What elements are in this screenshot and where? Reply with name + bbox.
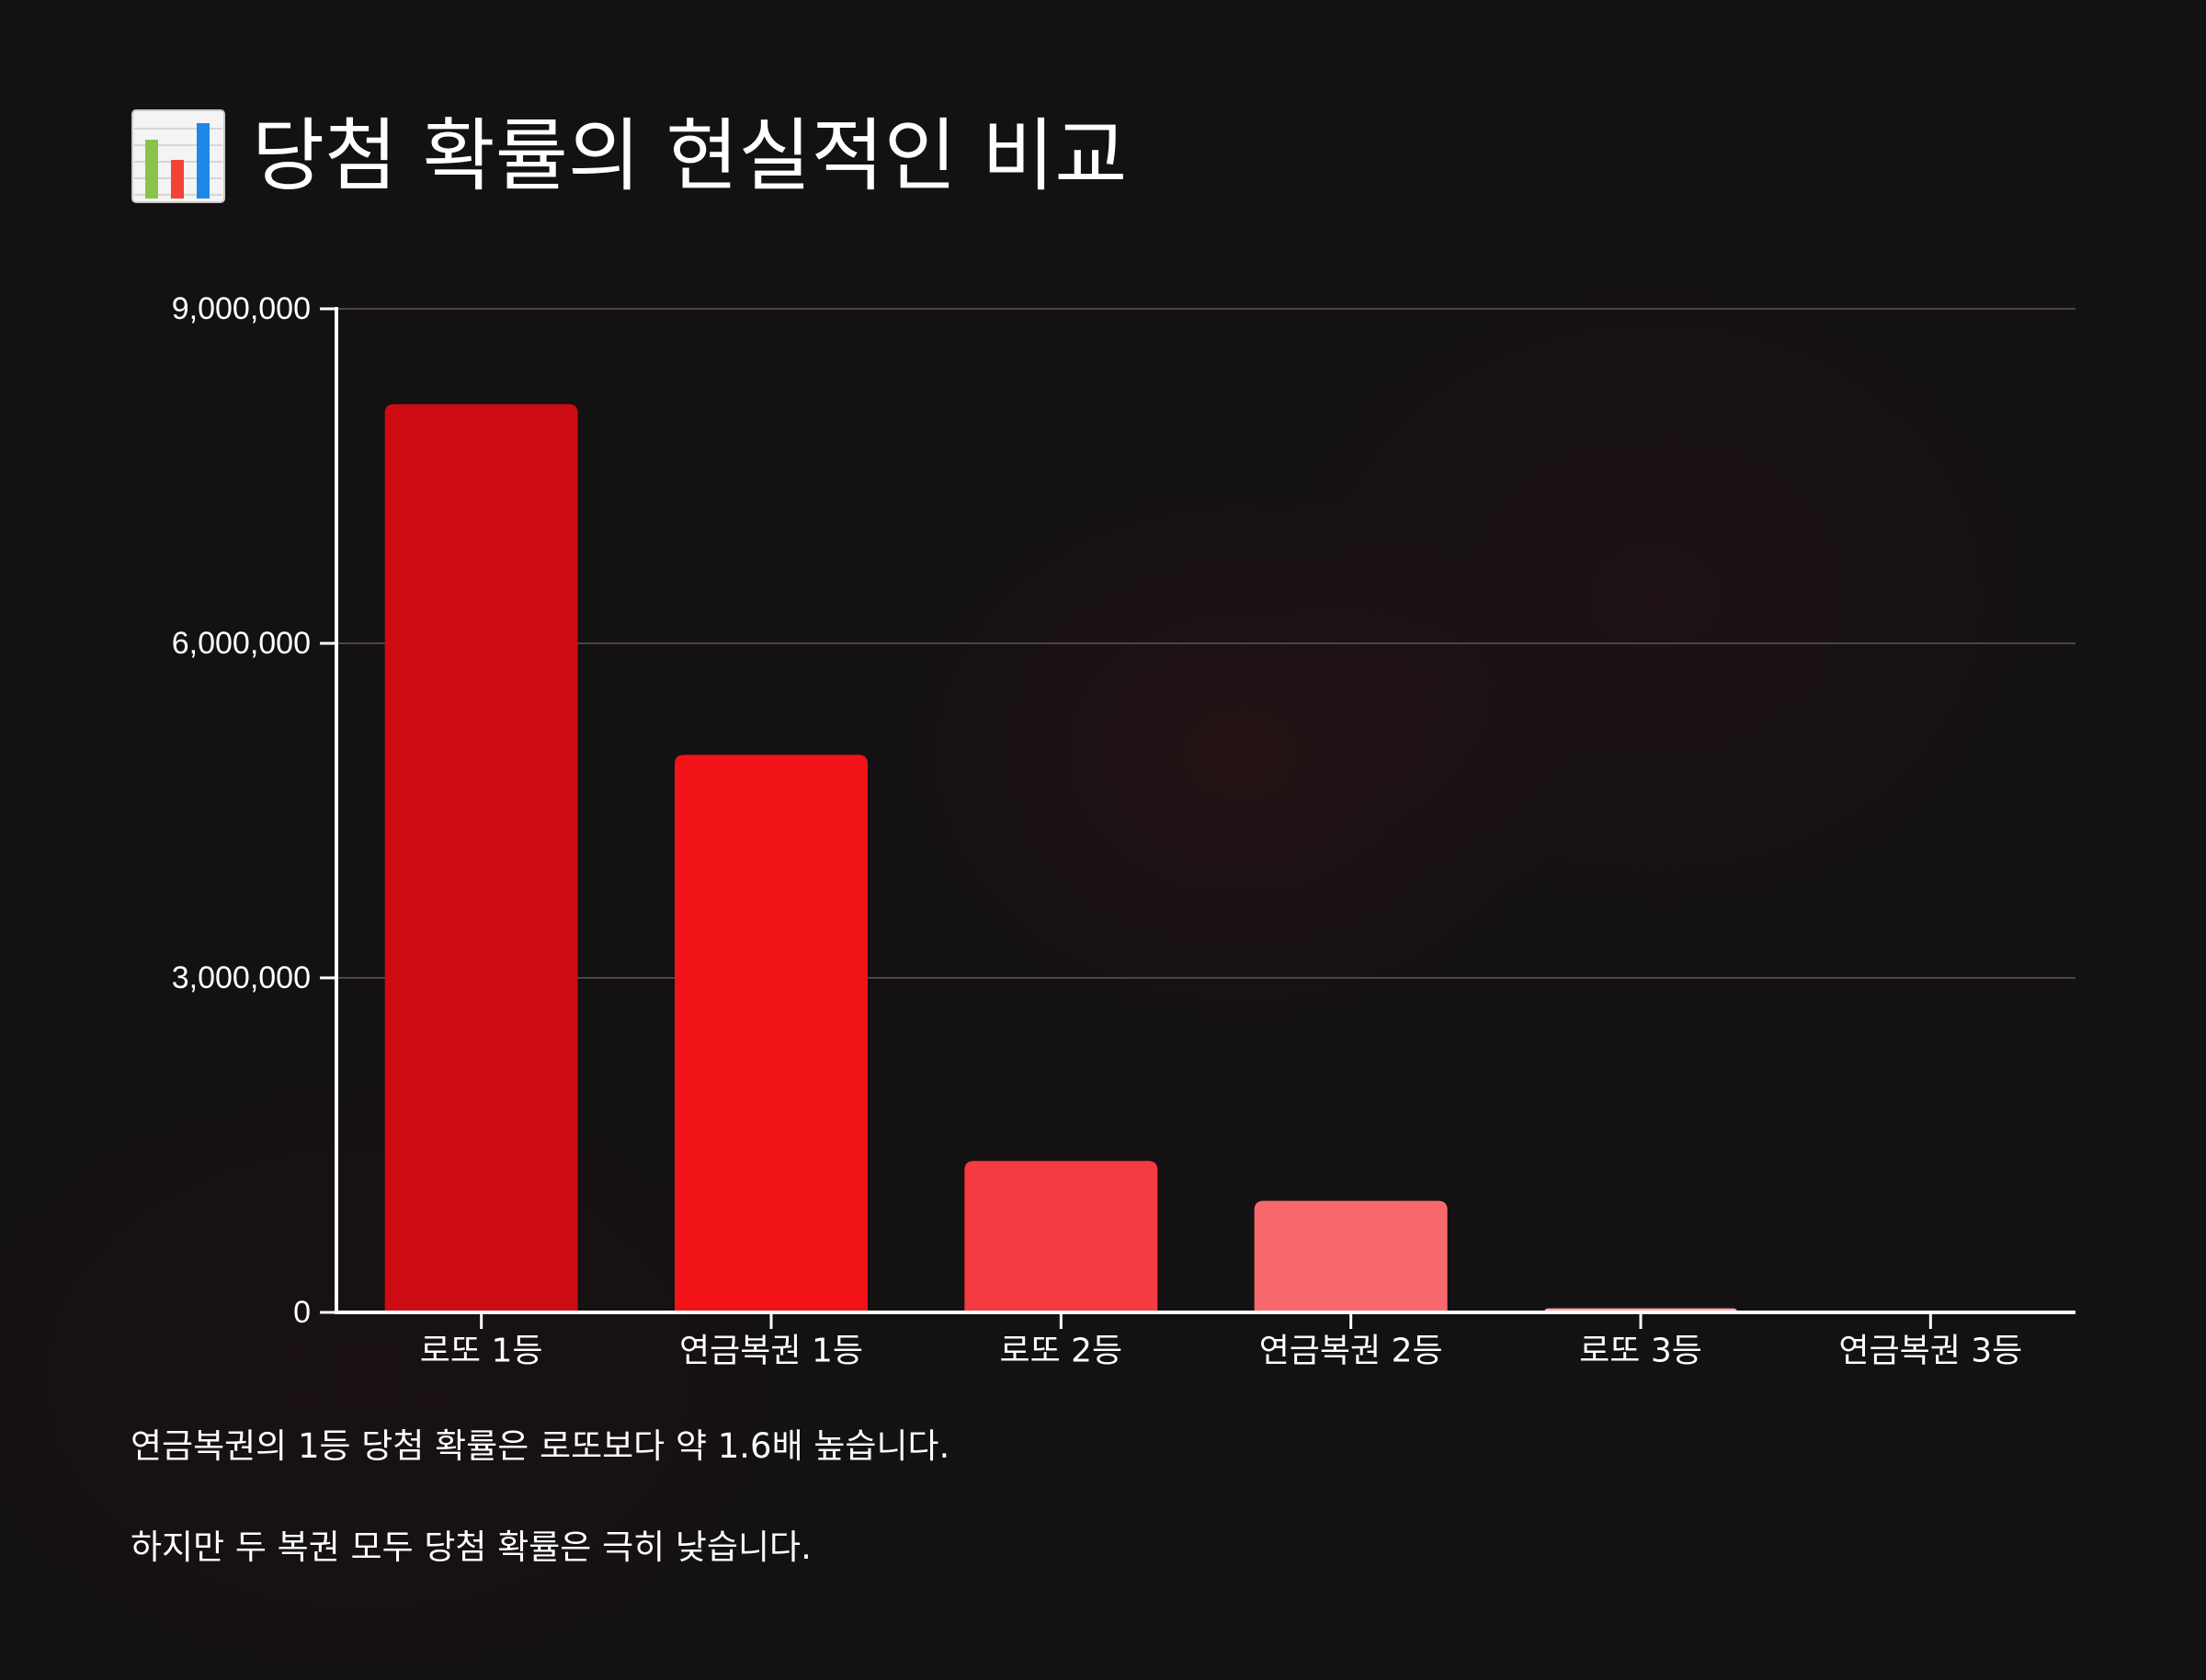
- y-tick-label: 3,000,000: [172, 960, 311, 995]
- note-line-1: 연금복권의 1등 당첨 확률은 로또보다 약 1.6배 높습니다.: [131, 1426, 950, 1466]
- note-line-2: 하지만 두 복권 모두 당첨 확률은 극히 낮습니다.: [131, 1527, 812, 1567]
- bar: [384, 403, 578, 1312]
- y-tick-label: 0: [293, 1295, 311, 1330]
- x-tick-label: 연금복권 1등: [679, 1333, 863, 1370]
- x-tick-label: 연금복권 2등: [1259, 1333, 1443, 1370]
- x-tick-label: 연금복권 3등: [1838, 1333, 2022, 1370]
- bar: [675, 755, 868, 1312]
- y-tick-label: 9,000,000: [172, 291, 311, 326]
- y-tick-label: 6,000,000: [172, 626, 311, 661]
- x-tick-label: 로또 3등: [1579, 1333, 1702, 1370]
- x-tick-label: 로또 2등: [999, 1333, 1122, 1370]
- chart-title: 당첨 확률의 현실적인 비교: [252, 110, 1128, 202]
- bar: [964, 1161, 1158, 1312]
- page-title: 당첨 확률의 현실적인 비교: [131, 101, 1127, 211]
- bar-chart-icon: [131, 109, 225, 203]
- bar: [1254, 1200, 1448, 1312]
- x-tick-label: 로또 1등: [420, 1333, 543, 1370]
